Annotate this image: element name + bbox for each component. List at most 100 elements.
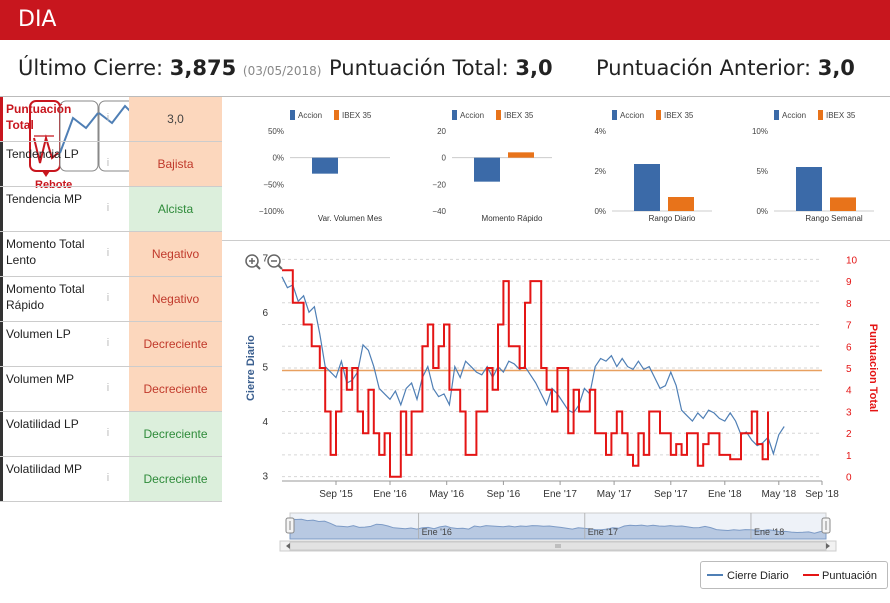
legend-accion-swatch — [290, 110, 295, 120]
indicator-row: Tendencia MP i Alcista — [0, 187, 222, 232]
indicator-value: Alcista — [129, 187, 222, 231]
series-cierre-diario — [281, 276, 785, 456]
info-icon[interactable]: i — [106, 382, 110, 394]
info-icon[interactable]: i — [106, 427, 110, 439]
ticker-title: DIA — [18, 7, 57, 32]
right-tick-label: 5 — [846, 364, 852, 375]
summary-bar: Último Cierre: 3,875 (03/05/2018) Puntua… — [0, 40, 890, 97]
bar-ibex — [830, 197, 856, 211]
pattern-rebote-line — [33, 134, 59, 164]
legend-puntuacion[interactable]: Puntuación — [822, 570, 877, 582]
indicator-row: Volumen MP i Decreciente — [0, 367, 222, 412]
navigator-tick-label: Ene '16 — [422, 527, 452, 537]
left-tick-label: 5 — [262, 363, 268, 374]
bar-accion — [796, 167, 822, 211]
x-tick-label: Sep '15 — [319, 489, 353, 500]
legend-svg: Cierre Diario Puntuación — [707, 570, 877, 582]
indicator-label: Volatilidad LP — [0, 412, 100, 456]
scroll-left-icon[interactable] — [286, 543, 290, 549]
indicator-value: Negativo — [129, 232, 222, 276]
scroll-right-icon[interactable] — [826, 543, 830, 549]
indicator-label: Momento Total Lento — [0, 232, 100, 276]
legend-ibex: IBEX 35 — [664, 111, 694, 120]
left-tick-label: 7 — [262, 254, 268, 265]
right-tick-label: 8 — [846, 299, 852, 310]
indicator-label: Tendencia LP — [0, 142, 100, 186]
bar-accion — [474, 157, 500, 182]
indicator-value: Bajista — [129, 142, 222, 186]
right-tick-label: 4 — [846, 386, 852, 397]
x-tick-label: May '17 — [597, 489, 632, 500]
bar-tick-label: −50% — [263, 180, 284, 189]
bar-tick-label: 10% — [752, 127, 768, 136]
bar-accion — [312, 157, 338, 174]
left-tick-label: 4 — [262, 417, 268, 428]
pattern-frame-2[interactable] — [59, 100, 99, 172]
legend-ibex-swatch — [334, 110, 339, 120]
zoom-out-icon[interactable] — [267, 254, 283, 270]
indicator-label: Momento Total Rápido — [0, 277, 100, 321]
legend-accion-swatch — [774, 110, 779, 120]
bar-tick-label: −20 — [432, 180, 446, 189]
info-icon[interactable]: i — [106, 292, 110, 304]
navigator-tick-label: Ene '18 — [754, 527, 784, 537]
ultimo-label: Último Cierre: — [18, 56, 164, 80]
navigator-tick-label: Ene '17 — [588, 527, 618, 537]
bar-tick-label: 4% — [594, 127, 606, 136]
legend-ibex-swatch — [656, 110, 661, 120]
x-tick-label: Ene '16 — [373, 489, 407, 500]
right-tick-label: 10 — [846, 255, 858, 266]
series-puntuacion — [282, 269, 769, 478]
info-icon[interactable]: i — [106, 337, 110, 349]
indicator-label: Puntuación Total — [0, 97, 100, 141]
legend-accion: Accion — [782, 111, 806, 120]
bar-tick-label: −100% — [259, 207, 284, 216]
bar-tick-label: 5% — [756, 167, 768, 176]
divider — [222, 240, 890, 241]
x-tick-label: Sep '17 — [654, 489, 688, 500]
indicator-label: Volumen LP — [0, 322, 100, 366]
zoom-in-icon[interactable] — [245, 254, 261, 270]
x-tick-label: Sep '18 — [805, 489, 839, 500]
bar-tick-label: 0% — [756, 207, 768, 216]
bar-tick-label: 20 — [437, 127, 446, 136]
left-axis-title: Cierre Diario — [245, 335, 257, 401]
bar-tick-label: 50% — [268, 127, 284, 136]
indicator-value: Decreciente — [129, 412, 222, 456]
header-bar: DIA — [0, 0, 890, 40]
bar-tick-label: −40 — [432, 207, 446, 216]
info-icon[interactable]: i — [106, 472, 110, 484]
mini-bar-charts: Accion IBEX 35 50% 0% −50% −100% Var. Volumen … — [259, 110, 874, 223]
x-tick-label: May '18 — [761, 489, 796, 500]
indicator-row: Volatilidad LP i Decreciente — [0, 412, 222, 457]
info-icon[interactable]: i — [106, 157, 110, 169]
ultimo-cierre: Último Cierre: 3,875 (03/05/2018) — [18, 56, 321, 80]
info-icon[interactable]: i — [106, 202, 110, 214]
main-chart-legend: Cierre Diario Puntuación — [700, 561, 888, 589]
ultimo-value: 3,875 — [169, 56, 237, 80]
legend-accion: Accion — [460, 111, 484, 120]
left-tick-label: 3 — [262, 472, 268, 483]
bar-tick-label: 0% — [594, 207, 606, 216]
bar-ibex — [668, 197, 694, 211]
ultimo-date: (03/05/2018) — [242, 64, 322, 78]
info-icon[interactable]: i — [106, 112, 110, 124]
right-tick-label: 7 — [846, 321, 852, 332]
bar-ibex — [508, 152, 534, 158]
indicator-label: Volatilidad MP — [0, 457, 100, 501]
right-tick-label: 9 — [846, 277, 852, 288]
bar-chart-title: Momento Rápido — [482, 214, 543, 223]
info-icon[interactable]: i — [106, 247, 110, 259]
right-axis-title: Puntuacion Total — [867, 324, 879, 412]
indicator-row: Puntuación Total i 3,0 — [0, 97, 222, 142]
bar-tick-label: 0% — [272, 154, 284, 163]
x-tick-label: Ene '17 — [543, 489, 577, 500]
legend-cierre[interactable]: Cierre Diario — [727, 570, 789, 582]
legend-ibex: IBEX 35 — [342, 111, 372, 120]
bar-chart-title: Rango Semanal — [805, 214, 863, 223]
indicator-value: Decreciente — [129, 367, 222, 411]
legend-accion-swatch — [612, 110, 617, 120]
indicator-row: Momento Total Rápido i Negativo — [0, 277, 222, 322]
indicator-value: Decreciente — [129, 322, 222, 366]
indicator-row: Momento Total Lento i Negativo — [0, 232, 222, 277]
